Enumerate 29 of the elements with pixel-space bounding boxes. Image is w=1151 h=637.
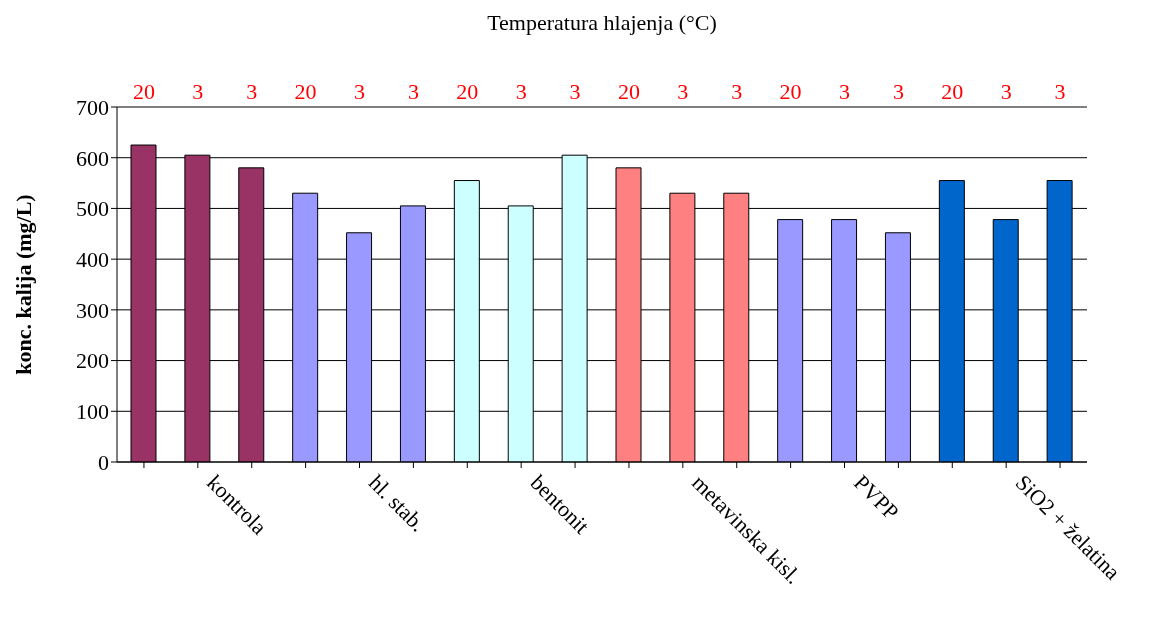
- y-tick-label: 0: [98, 449, 109, 475]
- y-tick-label: 100: [76, 399, 109, 425]
- text: 3: [677, 79, 689, 104]
- text: 3: [1054, 79, 1066, 104]
- text: 3: [839, 79, 850, 104]
- text: 3: [246, 79, 258, 104]
- y-tick-label: 200: [76, 348, 109, 374]
- text: 20: [456, 79, 479, 104]
- text: 3: [515, 79, 527, 104]
- y-tick-label: 400: [76, 246, 109, 272]
- y-tick-label: 600: [76, 145, 109, 171]
- x-tick-label: hl. stab.: [363, 469, 431, 537]
- text: 20: [941, 79, 964, 104]
- text: 3: [407, 79, 419, 104]
- text: 20: [779, 79, 802, 104]
- text: 20: [132, 79, 155, 104]
- text: 3: [1000, 79, 1012, 104]
- text: 3: [192, 79, 204, 104]
- y-tick-label: 300: [76, 297, 109, 323]
- text: 3: [354, 79, 365, 104]
- x-axis-title: Temperatura hlajenja (°C): [486, 10, 718, 36]
- text: 3: [569, 79, 581, 104]
- text: 3: [892, 79, 904, 104]
- text: 20: [617, 79, 640, 104]
- y-tick-label: 700: [76, 94, 109, 120]
- y-tick-label: 500: [76, 196, 109, 222]
- text: 20: [294, 79, 317, 104]
- text: 3: [731, 79, 743, 104]
- y-axis-title: konc. kalija (mg/L): [10, 194, 36, 375]
